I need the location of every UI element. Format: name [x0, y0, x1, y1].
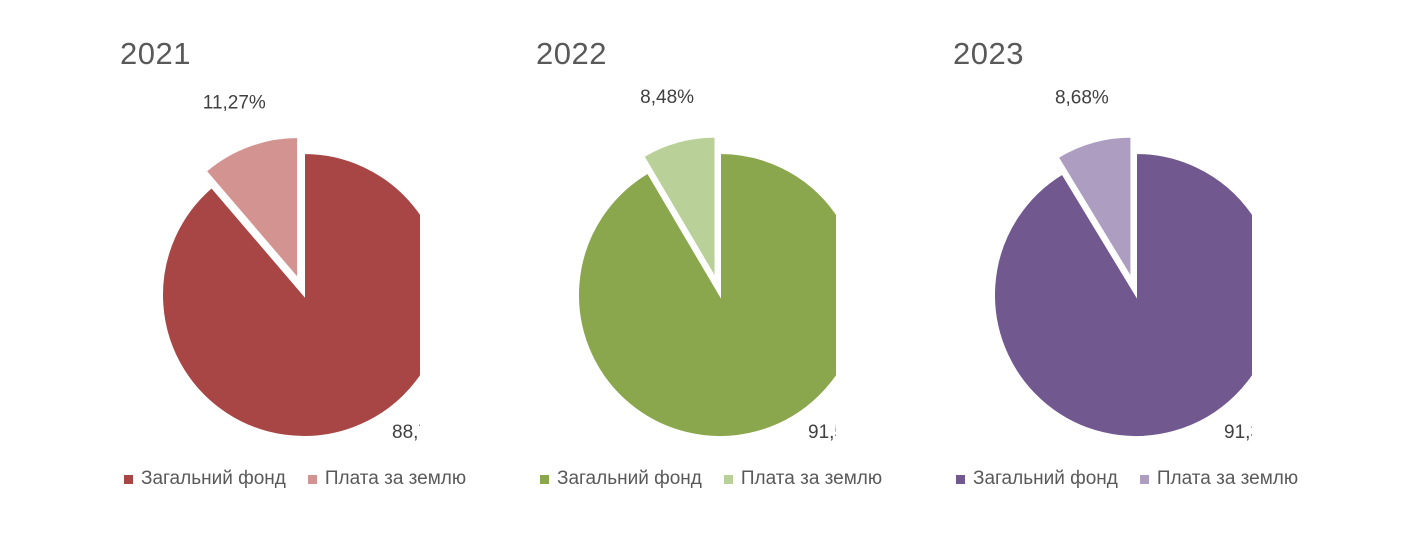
pie-chart-2022: 2022 91,52% 8,48% Загальний фонд Плата за…: [416, 0, 882, 537]
pie-svg: 88,73% 11,27%: [161, 93, 420, 443]
data-label-exploded: 8,48%: [640, 87, 694, 108]
legend-swatch: [540, 474, 549, 484]
chart-title: 2023: [953, 36, 1024, 71]
pie-slice-exploded: [204, 136, 300, 282]
pie-chart-2023: 2023 91,32% 8,68% Загальний фонд Плата за…: [832, 0, 1298, 537]
legend-item: Загальний фонд: [124, 468, 286, 490]
legend-swatch: [956, 474, 965, 484]
legend-swatch: [723, 474, 733, 484]
data-label-exploded: 8,68%: [1055, 87, 1109, 108]
legend-item: Плата за землю: [1139, 468, 1299, 490]
legend: Загальний фонд Плата за землю: [124, 468, 466, 490]
legend-item: Загальний фонд: [956, 468, 1118, 490]
legend-item: Плата за землю: [307, 468, 467, 490]
data-label-main: 88,73%: [392, 422, 420, 443]
legend-item: Загальний фонд: [540, 468, 702, 490]
legend-item: Плата за землю: [723, 468, 883, 490]
pie-slice-exploded: [1056, 135, 1133, 283]
data-label-main: 91,32%: [1224, 422, 1252, 443]
data-label-exploded: 11,27%: [203, 93, 266, 114]
pie-slice-main: [576, 151, 836, 438]
legend-label: Плата за землю: [324, 468, 467, 489]
legend-swatch: [307, 474, 317, 484]
legend: Загальний фонд Плата за землю: [540, 468, 882, 490]
chart-title: 2021: [120, 36, 191, 71]
data-label-main: 91,52%: [808, 422, 836, 443]
pie-chart-2021: 2021 88,73% 11,27% Загальний фонд Плата з…: [0, 0, 466, 537]
legend-label: Загальний фонд: [973, 468, 1118, 489]
legend-label: Плата за землю: [740, 468, 883, 489]
legend-label: Загальний фонд: [141, 468, 286, 489]
legend-swatch: [124, 474, 133, 484]
legend-swatch: [1139, 474, 1149, 484]
legend-label: Плата за землю: [1156, 468, 1299, 489]
legend: Загальний фонд Плата за землю: [956, 468, 1298, 490]
pie-slice-exploded: [642, 135, 717, 283]
legend-label: Загальний фонд: [557, 468, 702, 489]
pie-slice-main: [161, 151, 420, 438]
pie-slice-main: [993, 151, 1252, 438]
chart-title: 2022: [536, 36, 607, 71]
pie-svg: 91,32% 8,68%: [993, 87, 1252, 443]
pie-svg: 91,52% 8,48%: [576, 87, 836, 443]
